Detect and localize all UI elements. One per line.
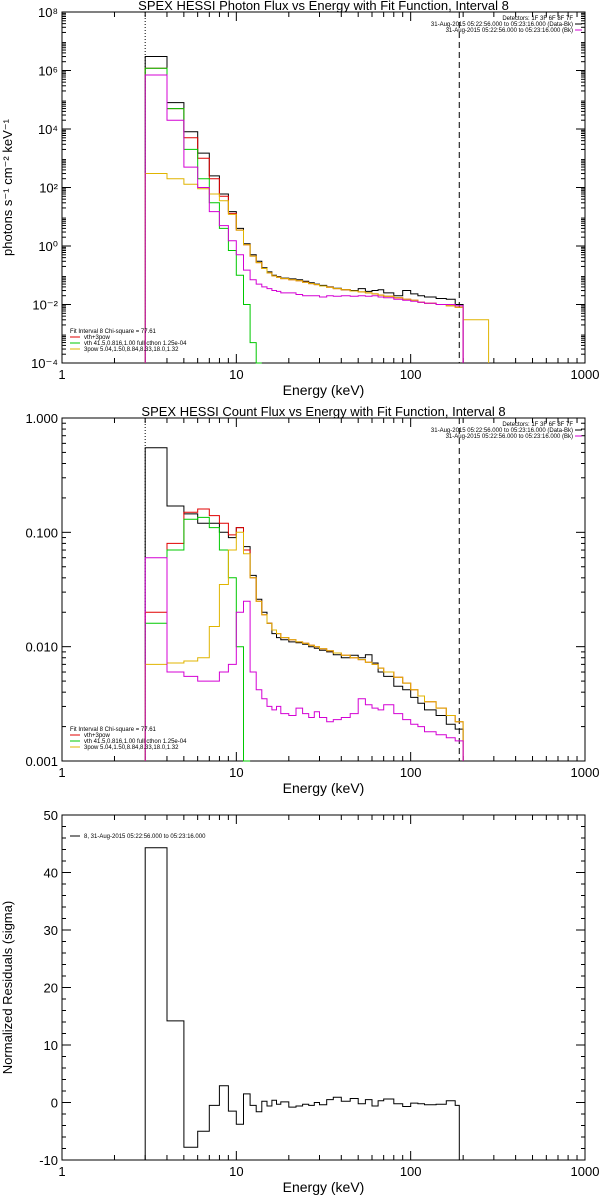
x-tick-label: 100 <box>400 765 422 780</box>
x-tick-label: 1 <box>58 765 65 780</box>
chart-panel-3: 1 10 100 1000 Energy (keV) -10 0 10 20 30 40 50 Norm… <box>0 808 599 1195</box>
series-5-line <box>144 557 464 761</box>
chart-title: SPEX HESSI Count Flux vs Energy with Fit… <box>141 404 505 419</box>
y-tick-label: 10⁴ <box>38 122 58 137</box>
info-line: 31-Aug-2015 05:22:56.000 to 05:23:16.000… <box>446 434 573 440</box>
y-axis-label: Normalized Residuals (sigma) <box>0 901 15 1074</box>
info-line: 31-Aug-2015 05:22:56.000 to 05:23:16.000… <box>431 428 573 434</box>
info-line: Detectors: 1F 3F 6F 8F 7F <box>502 422 573 428</box>
plot-frame <box>61 417 586 762</box>
y-tick-label: 20 <box>44 981 58 996</box>
y-tick-label: 10 <box>44 1038 58 1053</box>
x-axis-label: Energy (keV) <box>283 1179 365 1195</box>
legend-item: Fit Interval 8 Chi-square = 77.61 <box>70 727 157 733</box>
chart-title: SPEX HESSI Photon Flux vs Energy with Fi… <box>138 0 509 13</box>
series-1-line <box>144 847 460 1160</box>
x-tick-label: 100 <box>400 1164 422 1179</box>
y-tick-label: 10⁻⁴ <box>31 356 58 371</box>
series-group <box>144 847 460 1160</box>
x-tick-label: 1 <box>58 1164 65 1179</box>
legend-item: Fit Interval 8 Chi-square = 77.61 <box>70 329 157 335</box>
x-tick-label: 10 <box>229 1164 243 1179</box>
legend-item: vth+3pow <box>84 733 111 739</box>
plot-frame <box>61 11 586 364</box>
legend-item: 3pow 5.04,1.50,8.84,8.33,18.0,1.32 <box>84 745 179 751</box>
y-tick-label: 0 <box>51 1096 58 1111</box>
x-tick-label: 10 <box>229 765 243 780</box>
series-3-line <box>144 516 251 762</box>
chart-panel-1: 1 10 100 1000 Energy (keV) 10⁻⁴ 10⁻² 10⁰ 10² 10⁴ 1… <box>0 0 599 398</box>
x-tick-label: 100 <box>400 367 422 382</box>
y-tick-label: 10⁸ <box>38 5 58 20</box>
y-tick-label: 10⁻² <box>32 298 58 313</box>
series-group <box>144 56 490 364</box>
x-axis-label: Energy (keV) <box>283 382 365 398</box>
x-tick-label: 1000 <box>571 1164 600 1179</box>
series-4-line <box>144 531 464 761</box>
y-tick-label: 30 <box>44 923 58 938</box>
series-3-line <box>144 67 262 364</box>
y-tick-label: 1.000 <box>25 411 58 426</box>
y-tick-label: 40 <box>44 866 58 881</box>
x-tick-label: 1000 <box>571 367 600 382</box>
x-tick-label: 1000 <box>571 765 600 780</box>
series-5-line <box>144 74 464 363</box>
y-tick-label: 50 <box>44 808 58 823</box>
x-tick-label: 1 <box>58 367 65 382</box>
chart-panel-2: 1 10 100 1000 Energy (keV) 0.001 0.010 0.100 1.0… <box>25 404 599 796</box>
x-tick-label: 10 <box>229 367 243 382</box>
y-tick-label: 10² <box>39 181 58 196</box>
legend-item: 3pow 5.04,1.50,8.84,8.33,18.0,1.32 <box>84 347 179 353</box>
y-tick-label: 0.010 <box>25 640 58 655</box>
y-tick-label: 10⁶ <box>38 64 58 79</box>
legend-item: vth 41.5,0.816,1.00 full cthon 1.25e-04 <box>84 739 187 745</box>
y-tick-label: 10⁰ <box>38 239 58 254</box>
plot-frame <box>61 814 586 1161</box>
series-2-line <box>144 67 464 363</box>
legend-item: vth+3pow <box>84 335 111 341</box>
info-line: 31-Aug-2015 05:22:56.000 to 05:23:16.000… <box>431 22 573 28</box>
y-tick-label: 0.100 <box>25 525 58 540</box>
legend-item: 8, 31-Aug-2015 05:22:56.000 to 05:23:16.… <box>84 834 206 840</box>
info-line: 31-Aug-2015 05:22:56.000 to 05:23:16.000… <box>446 28 573 34</box>
x-axis-label: Energy (keV) <box>283 780 365 796</box>
y-axis-label: photons s⁻¹ cm⁻² keV⁻¹ <box>0 118 15 256</box>
info-line: Detectors: 1F 3F 6F 8F 7F <box>502 16 573 22</box>
legend-item: vth 41.5,0.816,1.00 full cthon 1.25e-04 <box>84 341 187 347</box>
y-tick-label: 0.001 <box>25 754 58 769</box>
y-tick-label: -10 <box>39 1153 58 1168</box>
series-2-line <box>144 508 464 761</box>
series-4-line <box>144 173 490 363</box>
series-group <box>144 447 464 762</box>
series-1-line <box>144 56 464 363</box>
